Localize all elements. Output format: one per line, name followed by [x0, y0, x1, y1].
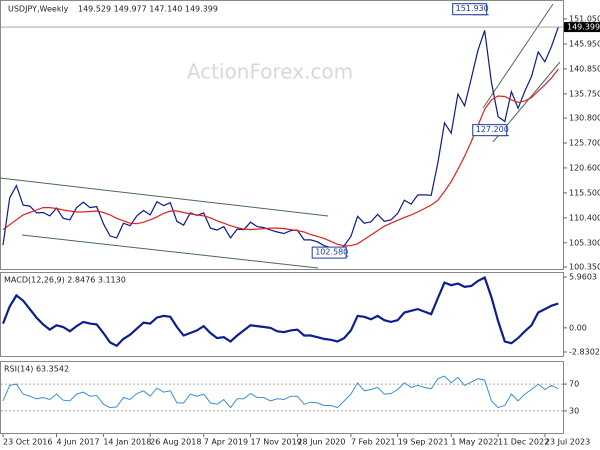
x-tick-label: 7 Feb 2021 [351, 438, 396, 447]
y-tick-label: 110.400 [569, 213, 600, 222]
x-tick-label: 4 Jun 2017 [57, 438, 100, 447]
price-panel [0, 0, 564, 270]
series-line [1, 275, 559, 348]
y-tick-label: 115.500 [569, 188, 600, 197]
rsi-panel [0, 361, 564, 434]
x-tick-label: 7 Apr 2019 [204, 438, 248, 447]
y-tick-label: 130.800 [569, 114, 600, 123]
last-price-tag [564, 22, 600, 33]
watermark: ActionForex.com [187, 60, 353, 84]
x-tick-label: 11 Dec 2022 [498, 438, 549, 447]
y-tick-label: 135.750 [569, 89, 600, 98]
y-tick-label: 0.00 [569, 323, 587, 332]
y-tick-label: 140.850 [569, 64, 600, 73]
annotation-label: 102.580 [315, 248, 348, 257]
x-tick-label: 14 Jan 2018 [103, 438, 151, 447]
x-tick-label: 23 Jul 2023 [545, 438, 590, 447]
macd-title: MACD(12,26,9) 2.8476 3.1130 [4, 276, 126, 285]
series-line [2, 26, 559, 254]
y-tick-label: 120.600 [569, 163, 600, 172]
x-tick-label: 26 Aug 2018 [150, 438, 201, 447]
channel-line [21, 234, 319, 269]
y-tick-label: -2.8302 [569, 348, 600, 357]
y-tick-label: 145.950 [569, 39, 600, 48]
y-tick-label: 100.350 [569, 263, 600, 272]
last-price-label: 149.399 [567, 23, 600, 32]
channel-line [482, 3, 554, 109]
series-line [2, 68, 559, 247]
x-tick-label: 23 Oct 2016 [3, 438, 52, 447]
x-tick-label: 28 Jun 2020 [297, 438, 345, 447]
y-tick-label: 105.300 [569, 238, 600, 247]
x-tick-label: 19 Sep 2021 [398, 438, 449, 447]
annotation-label: 151.930 [456, 4, 489, 13]
x-tick-label: 17 Nov 2019 [251, 438, 302, 447]
symbol: USDJPY,Weekly [8, 5, 69, 14]
rsi-title: RSI(14) 63.3542 [4, 365, 69, 374]
quote: 149.529 149.977 147.140 149.399 [78, 5, 218, 14]
y-tick-label: 151.050 [569, 15, 600, 24]
annotation-label: 127.200 [476, 125, 509, 134]
y-tick-label: 30 [569, 406, 579, 415]
annotation-box [472, 124, 508, 137]
series-line [2, 375, 559, 409]
channel-line [0, 177, 329, 217]
macd-panel [0, 272, 564, 357]
y-tick-label: 5.9603 [569, 273, 597, 282]
x-tick-label: 1 May 2022 [451, 438, 498, 447]
y-tick-label: 70 [569, 380, 579, 389]
y-tick-label: 125.700 [569, 139, 600, 148]
annotation-box [452, 3, 488, 16]
annotation-box [311, 246, 347, 259]
